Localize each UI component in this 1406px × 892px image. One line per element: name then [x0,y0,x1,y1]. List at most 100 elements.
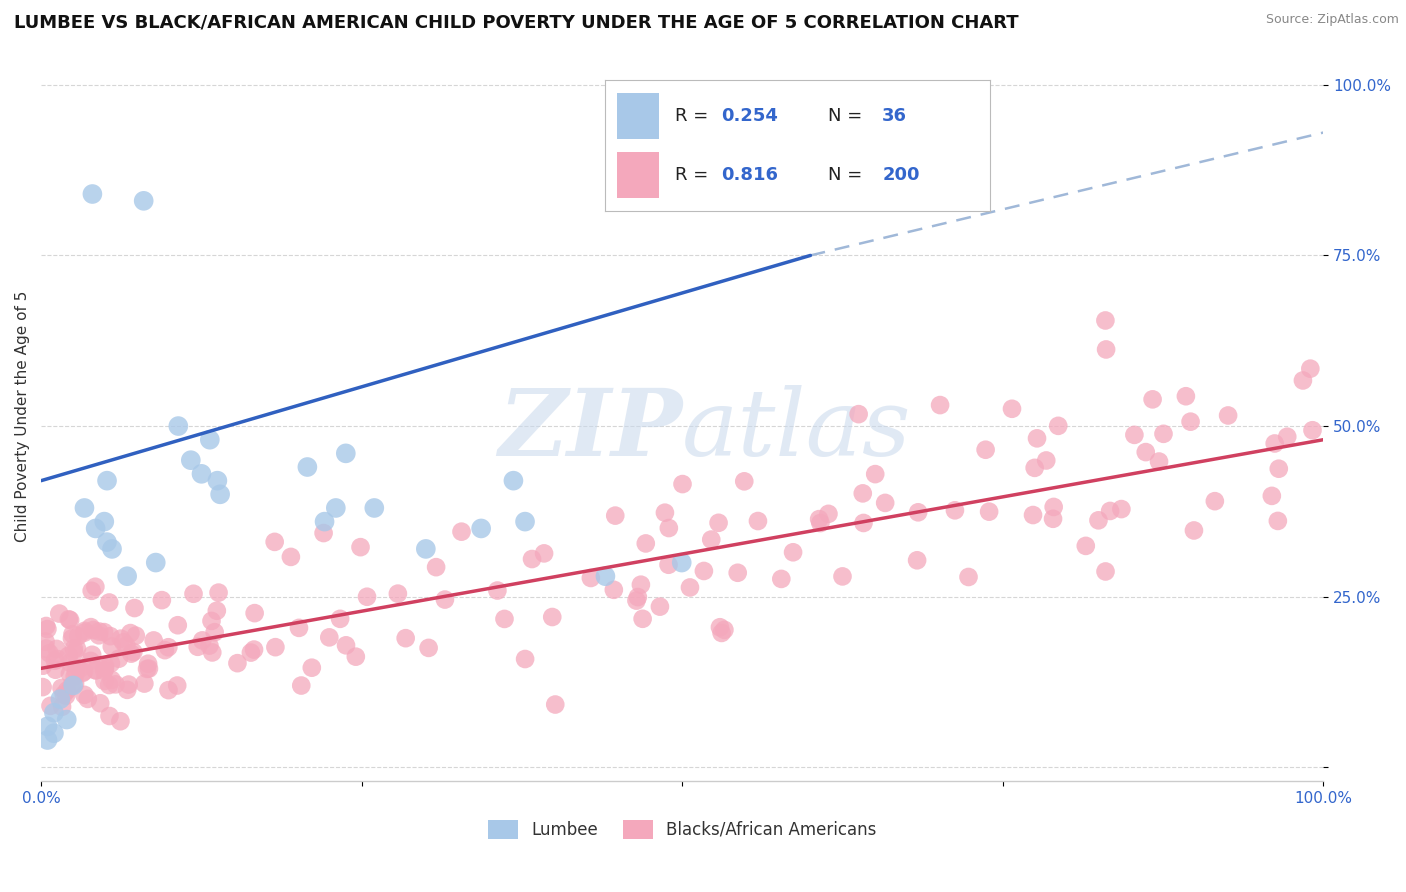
Point [1216,409,1239,423]
Point [1035,453,1057,467]
Point [62,678,84,692]
Point [325,500,347,515]
Point [84,521,107,535]
Point [1204,494,1226,508]
Point [288,621,311,635]
Point [263,534,285,549]
Point [1042,512,1064,526]
Point [96,535,118,549]
Point [693,564,716,578]
Point [243,642,266,657]
Legend: Lumbee, Blacks/African Americans: Lumbee, Blacks/African Americans [481,814,883,846]
Point [356,590,378,604]
Point [59,613,82,627]
Point [1001,401,1024,416]
Point [122,645,145,659]
Point [46,652,69,666]
Point [101,640,124,654]
Point [134,676,156,690]
Point [87,628,110,642]
Point [112,635,135,649]
Point [943,503,966,517]
Point [1024,461,1046,475]
Point [150,593,173,607]
Point [200,614,222,628]
Point [831,569,853,583]
Point [59,656,82,670]
Point [104,677,127,691]
Text: Source: ZipAtlas.com: Source: ZipAtlas.com [1265,13,1399,27]
Point [1277,430,1299,444]
Point [42,726,65,740]
Point [243,606,266,620]
Point [658,521,681,535]
Point [770,572,793,586]
Point [58,648,80,663]
Point [198,639,221,653]
Point [180,453,202,467]
Point [905,553,928,567]
Point [132,194,155,208]
Point [37,733,59,747]
Point [52,688,75,702]
Point [84,663,107,677]
Point [603,582,626,597]
Point [115,569,138,583]
Point [76,692,98,706]
Point [120,626,142,640]
Point [80,620,103,634]
Point [1047,418,1070,433]
Point [73,665,96,679]
Point [679,581,702,595]
Text: LUMBEE VS BLACK/AFRICAN AMERICAN CHILD POVERTY UNDER THE AGE OF 5 CORRELATION CH: LUMBEE VS BLACK/AFRICAN AMERICAN CHILD P… [14,13,1019,31]
Point [51,681,73,695]
Point [513,515,536,529]
Point [290,679,312,693]
Point [84,663,107,677]
Point [67,629,90,643]
Point [100,657,122,671]
Point [73,625,96,640]
Point [32,658,55,673]
Point [35,619,58,633]
Point [1111,502,1133,516]
Point [94,658,117,673]
Point [115,639,138,653]
Point [98,678,121,692]
Point [579,571,602,585]
Point [73,688,96,702]
Point [1180,415,1202,429]
Point [205,604,228,618]
Point [58,612,80,626]
Point [84,580,107,594]
Point [63,677,86,691]
Point [166,679,188,693]
Point [101,541,124,556]
Point [907,505,929,519]
Point [120,647,142,661]
Point [727,566,749,580]
Point [335,446,357,460]
Point [153,643,176,657]
Point [707,516,730,530]
Point [138,662,160,676]
Point [108,651,131,665]
Point [201,645,224,659]
Point [658,558,681,572]
Point [627,590,650,604]
Point [60,632,83,646]
Point [709,620,731,634]
Point [80,583,103,598]
Point [395,631,418,645]
Point [782,545,804,559]
Point [63,669,86,683]
Point [654,506,676,520]
Point [187,640,209,654]
Point [82,186,104,201]
Point [98,595,121,609]
Point [433,592,456,607]
Point [502,474,524,488]
Point [1299,361,1322,376]
Point [73,500,96,515]
Point [1095,343,1118,357]
